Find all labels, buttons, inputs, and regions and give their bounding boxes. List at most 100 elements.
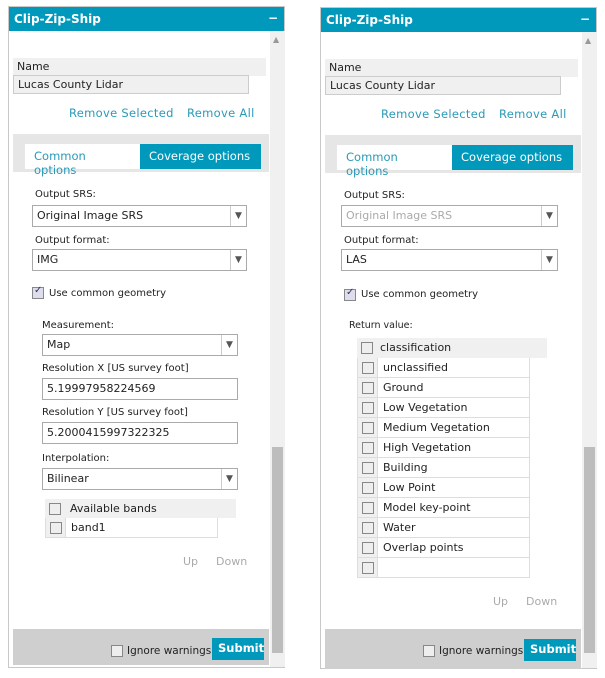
use-common-geometry-checkbox[interactable] [32, 285, 44, 299]
tab-common-options[interactable]: Common options [25, 144, 140, 177]
chevron-down-icon: ▼ [541, 206, 557, 226]
panel-title: Clip-Zip-Ship [326, 13, 413, 27]
classification-row[interactable]: Model key-point [357, 498, 530, 518]
classification-checkbox[interactable] [362, 382, 374, 394]
panel-header: Clip-Zip-Ship − [321, 8, 596, 32]
band-checkbox[interactable] [50, 522, 62, 534]
scrollbar[interactable]: ▲ [270, 31, 285, 667]
classification-label: unclassified [383, 361, 448, 374]
minimize-icon[interactable]: − [267, 11, 278, 25]
ignore-warnings-label: Ignore warnings [439, 645, 524, 657]
output-srs-label: Output SRS: [35, 189, 96, 200]
output-srs-label: Output SRS: [344, 190, 405, 201]
select-all-bands-checkbox[interactable] [49, 503, 61, 515]
select-all-classes-checkbox[interactable] [361, 342, 373, 354]
classification-row[interactable]: Low Vegetation [357, 398, 530, 418]
classification-label: Water [383, 521, 416, 534]
classification-label: Ground [383, 381, 424, 394]
resolution-x-input[interactable]: 5.19997958224569 [42, 378, 238, 400]
classification-label: Model key-point [383, 501, 471, 514]
name-column-header: Name [325, 59, 578, 77]
return-value-label: Return value: [349, 320, 413, 331]
classification-label: Overlap points [383, 541, 464, 554]
classification-label: High Vegetation [383, 441, 472, 454]
clip-zip-ship-panel-right: Clip-Zip-Ship − ▲ Name Lucas County Lidar… [320, 7, 597, 669]
classification-label: Low Point [383, 481, 436, 494]
classification-row[interactable]: Overlap points [357, 538, 530, 558]
bands-header-label: Available bands [70, 502, 157, 515]
measurement-label: Measurement: [42, 320, 115, 331]
classification-checkbox[interactable] [362, 482, 374, 494]
classification-checkbox[interactable] [362, 462, 374, 474]
classification-checkbox[interactable] [362, 562, 374, 574]
classification-row[interactable]: unclassified [357, 358, 530, 378]
down-button[interactable]: Down [216, 555, 248, 568]
output-srs-select: Original Image SRS ▼ [341, 205, 558, 227]
scrollbar-thumb[interactable] [272, 447, 283, 653]
output-format-select[interactable]: LAS ▼ [341, 249, 558, 271]
layer-row[interactable]: Lucas County Lidar [325, 76, 561, 95]
submit-button[interactable]: Submit [212, 638, 264, 660]
output-srs-select[interactable]: Original Image SRS ▼ [32, 205, 247, 227]
chevron-down-icon: ▼ [230, 250, 246, 270]
submit-button[interactable]: Submit [524, 639, 576, 661]
clip-zip-ship-panel-left: Clip-Zip-Ship − ▲ Name Lucas County Lidar… [8, 6, 285, 668]
scroll-up-icon[interactable]: ▲ [585, 36, 592, 45]
interpolation-label: Interpolation: [42, 453, 110, 464]
resolution-y-label: Resolution Y [US survey foot] [42, 407, 188, 418]
interpolation-select[interactable]: Bilinear ▼ [42, 468, 238, 490]
chevron-down-icon: ▼ [221, 335, 237, 355]
tab-coverage-options[interactable]: Coverage options [452, 145, 573, 170]
up-button[interactable]: Up [183, 555, 199, 568]
output-format-select[interactable]: IMG ▼ [32, 249, 247, 271]
resolution-y-input[interactable]: 5.2000415997322325 [42, 422, 238, 444]
minimize-icon[interactable]: − [579, 12, 590, 26]
classification-label: Medium Vegetation [383, 421, 490, 434]
output-srs-value: Original Image SRS [346, 209, 453, 222]
band-row[interactable]: band1 [45, 518, 218, 538]
classification-row[interactable]: Building [357, 458, 530, 478]
classification-checkbox[interactable] [362, 422, 374, 434]
chevron-down-icon: ▼ [221, 469, 237, 489]
classification-checkbox[interactable] [362, 442, 374, 454]
band-label: band1 [71, 521, 106, 534]
panel-title: Clip-Zip-Ship [14, 12, 101, 26]
ignore-warnings-checkbox[interactable] [111, 645, 123, 657]
scroll-up-icon[interactable]: ▲ [273, 35, 280, 44]
remove-all-link[interactable]: Remove All [187, 106, 255, 120]
classification-row[interactable]: Medium Vegetation [357, 418, 530, 438]
classification-row[interactable]: Ground [357, 378, 530, 398]
use-common-geometry-label: Use common geometry [361, 289, 479, 300]
remove-selected-link[interactable]: Remove Selected [381, 107, 486, 121]
output-format-value: IMG [37, 253, 59, 266]
output-format-label: Output format: [35, 235, 110, 246]
use-common-geometry-checkbox[interactable] [344, 287, 356, 301]
tab-coverage-options[interactable]: Coverage options [140, 144, 261, 169]
remove-selected-link[interactable]: Remove Selected [69, 106, 174, 120]
classification-checkbox[interactable] [362, 402, 374, 414]
classification-row[interactable]: High Vegetation [357, 438, 530, 458]
classification-row[interactable]: Water [357, 518, 530, 538]
ignore-warnings-checkbox[interactable] [423, 645, 435, 657]
classification-checkbox[interactable] [362, 522, 374, 534]
scrollbar-thumb[interactable] [584, 447, 595, 653]
layer-row[interactable]: Lucas County Lidar [13, 75, 249, 94]
down-button[interactable]: Down [526, 595, 558, 608]
resolution-x-label: Resolution X [US survey foot] [42, 363, 189, 374]
classification-row[interactable]: Low Point [357, 478, 530, 498]
classification-label: Low Vegetation [383, 401, 468, 414]
measurement-select[interactable]: Map ▼ [42, 334, 238, 356]
output-format-label: Output format: [344, 235, 419, 246]
classification-header-label: classification [380, 341, 452, 354]
up-button[interactable]: Up [493, 595, 509, 608]
remove-all-link[interactable]: Remove All [499, 107, 567, 121]
classification-checkbox[interactable] [362, 362, 374, 374]
classification-checkbox[interactable] [362, 542, 374, 554]
classification-checkbox[interactable] [362, 502, 374, 514]
use-common-geometry-label: Use common geometry [49, 288, 167, 299]
panel-header: Clip-Zip-Ship − [9, 7, 284, 31]
ignore-warnings-label: Ignore warnings [127, 645, 212, 657]
tab-common-options[interactable]: Common options [337, 145, 452, 178]
classification-row[interactable] [357, 558, 530, 578]
scrollbar[interactable]: ▲ [582, 32, 597, 668]
